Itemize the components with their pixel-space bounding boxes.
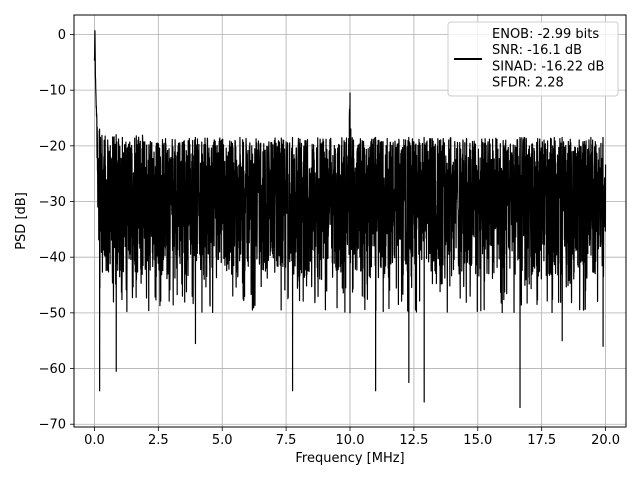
- legend: ENOB: -2.99 bits SNR: -16.1 dB SINAD: -16.…: [447, 21, 619, 97]
- x-tick-label: 5.0: [212, 433, 233, 448]
- x-tick-label: 2.5: [148, 433, 169, 448]
- legend-label: ENOB: -2.99 bits SNR: -16.1 dB SINAD: -16.…: [492, 27, 604, 91]
- legend-label-line: SINAD: -16.22 dB: [492, 59, 604, 74]
- legend-label-line: SFDR: 2.28: [492, 76, 564, 91]
- x-tick-label: 0.0: [84, 433, 105, 448]
- x-tick-label: 12.5: [399, 433, 428, 448]
- y-tick-label: 0: [58, 28, 66, 43]
- y-tick-label: −10: [39, 84, 66, 99]
- x-tick-label: 20.0: [591, 433, 620, 448]
- y-tick-label: −70: [39, 418, 66, 433]
- x-tick-label: 15.0: [463, 433, 492, 448]
- legend-label-line: SNR: -16.1 dB: [492, 43, 582, 58]
- y-tick-label: −20: [39, 139, 66, 154]
- x-tick-label: 7.5: [276, 433, 297, 448]
- y-tick-label: −50: [39, 306, 66, 321]
- ticks: 0.0 2.5 5.0 7.5 10.0 12.5 15.0 17.5 20.0 0 −10 −20 −…: [39, 28, 620, 448]
- y-tick-label: −30: [39, 195, 66, 210]
- x-tick-label: 17.5: [527, 433, 556, 448]
- y-tick-label: −40: [39, 251, 66, 266]
- legend-box: [447, 21, 619, 97]
- plot-area: [93, 30, 607, 409]
- legend-label-line: ENOB: -2.99 bits: [492, 27, 599, 42]
- y-tick-label: −60: [39, 362, 66, 377]
- psd-series-line: [93, 30, 607, 409]
- x-axis-label: Frequency [MHz]: [295, 451, 404, 466]
- x-tick-label: 10.0: [336, 433, 365, 448]
- y-axis-label: PSD [dB]: [14, 192, 29, 250]
